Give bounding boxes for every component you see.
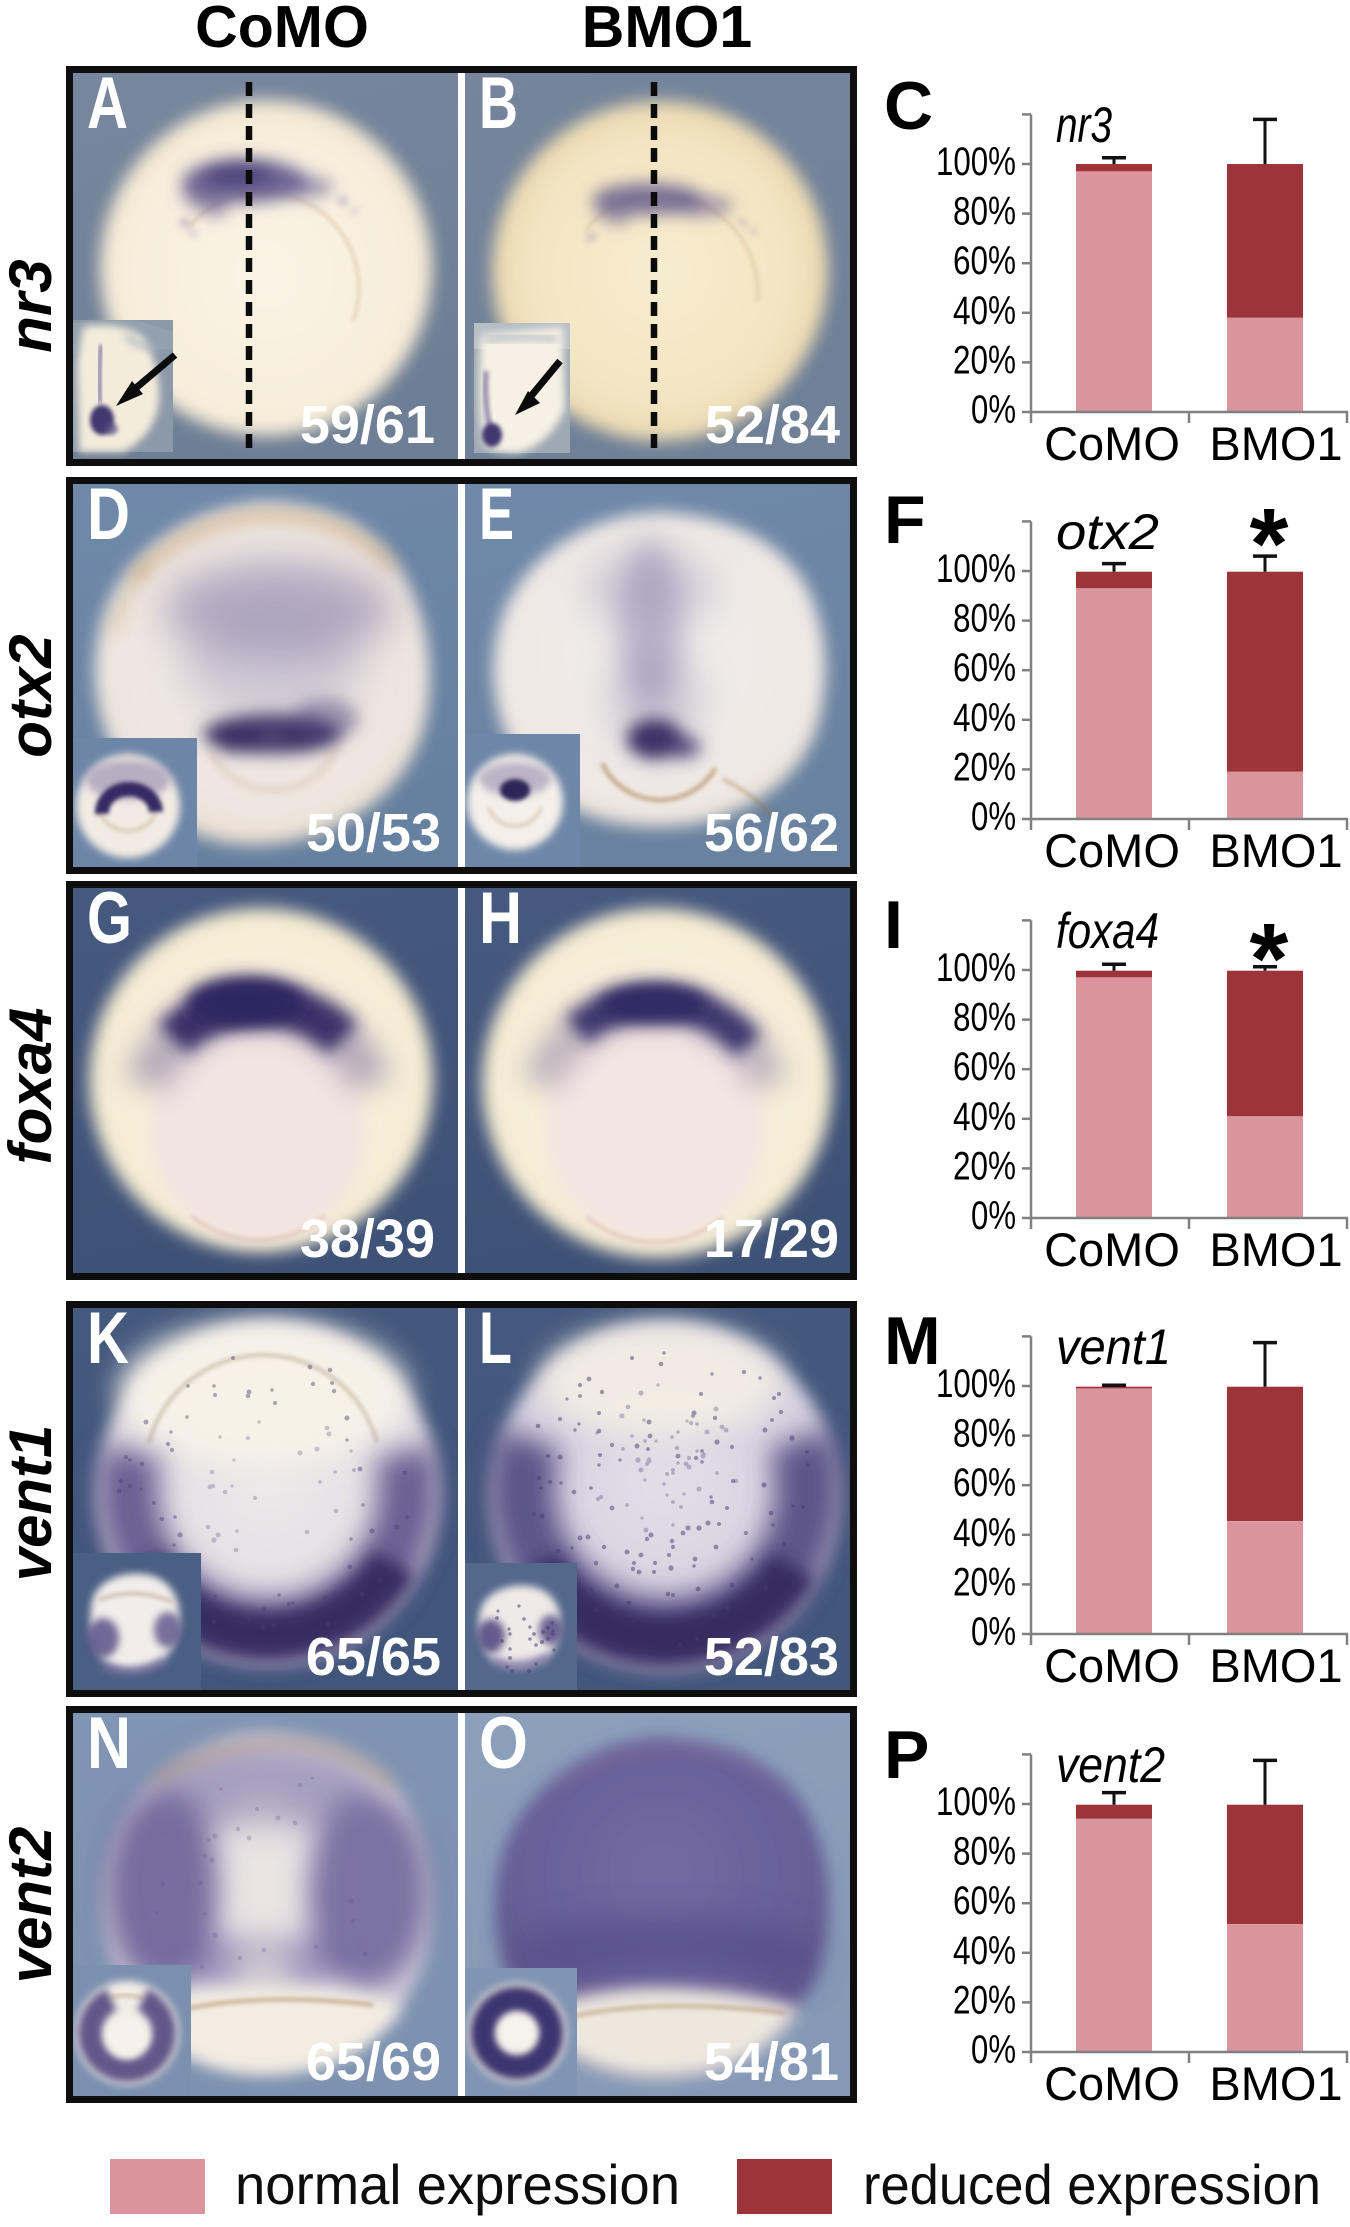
svg-text:CoMO: CoMO (1044, 417, 1180, 470)
svg-text:0%: 0% (971, 795, 1016, 839)
svg-text:N: N (87, 1713, 131, 1784)
svg-text:0%: 0% (971, 2028, 1016, 2072)
svg-text:P: P (884, 1717, 929, 1793)
svg-text:K: K (87, 1308, 129, 1379)
svg-text:CoMO: CoMO (1044, 1639, 1180, 1692)
svg-text:80%: 80% (953, 1412, 1016, 1456)
svg-text:20%: 20% (953, 745, 1016, 789)
svg-text:65/69: 65/69 (306, 2032, 441, 2092)
svg-text:52/83: 52/83 (704, 1627, 839, 1687)
svg-text:40%: 40% (953, 696, 1016, 740)
svg-text:CoMO: CoMO (195, 0, 369, 60)
svg-text:BMO1: BMO1 (582, 0, 752, 60)
svg-text:L: L (479, 1308, 512, 1379)
svg-text:52/84: 52/84 (705, 395, 840, 455)
svg-text:100%: 100% (936, 1780, 1016, 1824)
svg-text:80%: 80% (953, 1830, 1016, 1874)
svg-text:60%: 60% (953, 239, 1016, 283)
svg-text:reduced expression: reduced expression (863, 2153, 1321, 2216)
svg-text:CoMO: CoMO (1044, 824, 1180, 877)
svg-text:0%: 0% (971, 1194, 1016, 1238)
svg-text:40%: 40% (953, 1511, 1016, 1555)
svg-text:G: G (87, 888, 132, 959)
svg-text:BMO1: BMO1 (1209, 1639, 1342, 1692)
svg-text:foxa4: foxa4 (1056, 903, 1159, 959)
svg-text:B: B (479, 73, 518, 144)
svg-text:40%: 40% (953, 1095, 1016, 1139)
svg-text:BMO1: BMO1 (1209, 417, 1342, 470)
svg-text:0%: 0% (971, 388, 1016, 432)
svg-text:100%: 100% (936, 1362, 1016, 1406)
svg-text:M: M (884, 1303, 941, 1379)
svg-text:80%: 80% (953, 597, 1016, 641)
svg-text:80%: 80% (953, 190, 1016, 234)
svg-text:56/62: 56/62 (704, 803, 839, 863)
svg-text:vent1: vent1 (1056, 1319, 1171, 1375)
svg-text:60%: 60% (953, 646, 1016, 690)
svg-text:20%: 20% (953, 1144, 1016, 1188)
svg-text:vent2: vent2 (1056, 1737, 1165, 1793)
svg-text:*: * (1250, 488, 1289, 600)
svg-text:A: A (87, 73, 128, 144)
svg-text:nr3: nr3 (1056, 97, 1112, 153)
svg-text:50/53: 50/53 (306, 803, 441, 863)
svg-text:59/61: 59/61 (300, 395, 435, 455)
svg-text:40%: 40% (953, 1929, 1016, 1973)
svg-text:60%: 60% (953, 1879, 1016, 1923)
svg-text:100%: 100% (936, 547, 1016, 591)
svg-text:otx2: otx2 (0, 634, 64, 757)
svg-text:H: H (479, 888, 522, 959)
svg-text:otx2: otx2 (1056, 504, 1159, 560)
svg-text:nr3: nr3 (0, 259, 64, 352)
svg-text:20%: 20% (953, 338, 1016, 382)
svg-text:CoMO: CoMO (1044, 1223, 1180, 1276)
svg-text:0%: 0% (971, 1610, 1016, 1654)
svg-text:65/65: 65/65 (306, 1627, 441, 1687)
svg-text:E: E (479, 484, 514, 555)
svg-text:D: D (87, 484, 130, 555)
svg-text:CoMO: CoMO (1044, 2057, 1180, 2110)
svg-text:54/81: 54/81 (704, 2032, 839, 2092)
svg-text:60%: 60% (953, 1461, 1016, 1505)
svg-text:60%: 60% (953, 1045, 1016, 1089)
svg-text:BMO1: BMO1 (1209, 1223, 1342, 1276)
svg-text:100%: 100% (936, 946, 1016, 990)
svg-text:vent2: vent2 (0, 1827, 64, 1984)
svg-text:foxa4: foxa4 (0, 1008, 64, 1165)
svg-text:20%: 20% (953, 1978, 1016, 2022)
svg-text:BMO1: BMO1 (1209, 824, 1342, 877)
svg-text:O: O (479, 1713, 528, 1784)
svg-text:40%: 40% (953, 289, 1016, 333)
svg-text:BMO1: BMO1 (1209, 2057, 1342, 2110)
svg-text:normal expression: normal expression (235, 2153, 680, 2216)
svg-text:17/29: 17/29 (704, 1209, 839, 1269)
svg-text:F: F (884, 482, 926, 558)
svg-text:80%: 80% (953, 996, 1016, 1040)
svg-text:I: I (884, 887, 903, 963)
svg-text:100%: 100% (936, 140, 1016, 184)
svg-text:38/39: 38/39 (300, 1209, 435, 1269)
svg-text:*: * (1250, 903, 1289, 1015)
svg-text:vent1: vent1 (0, 1425, 64, 1582)
svg-text:20%: 20% (953, 1560, 1016, 1604)
svg-text:C: C (884, 68, 933, 144)
